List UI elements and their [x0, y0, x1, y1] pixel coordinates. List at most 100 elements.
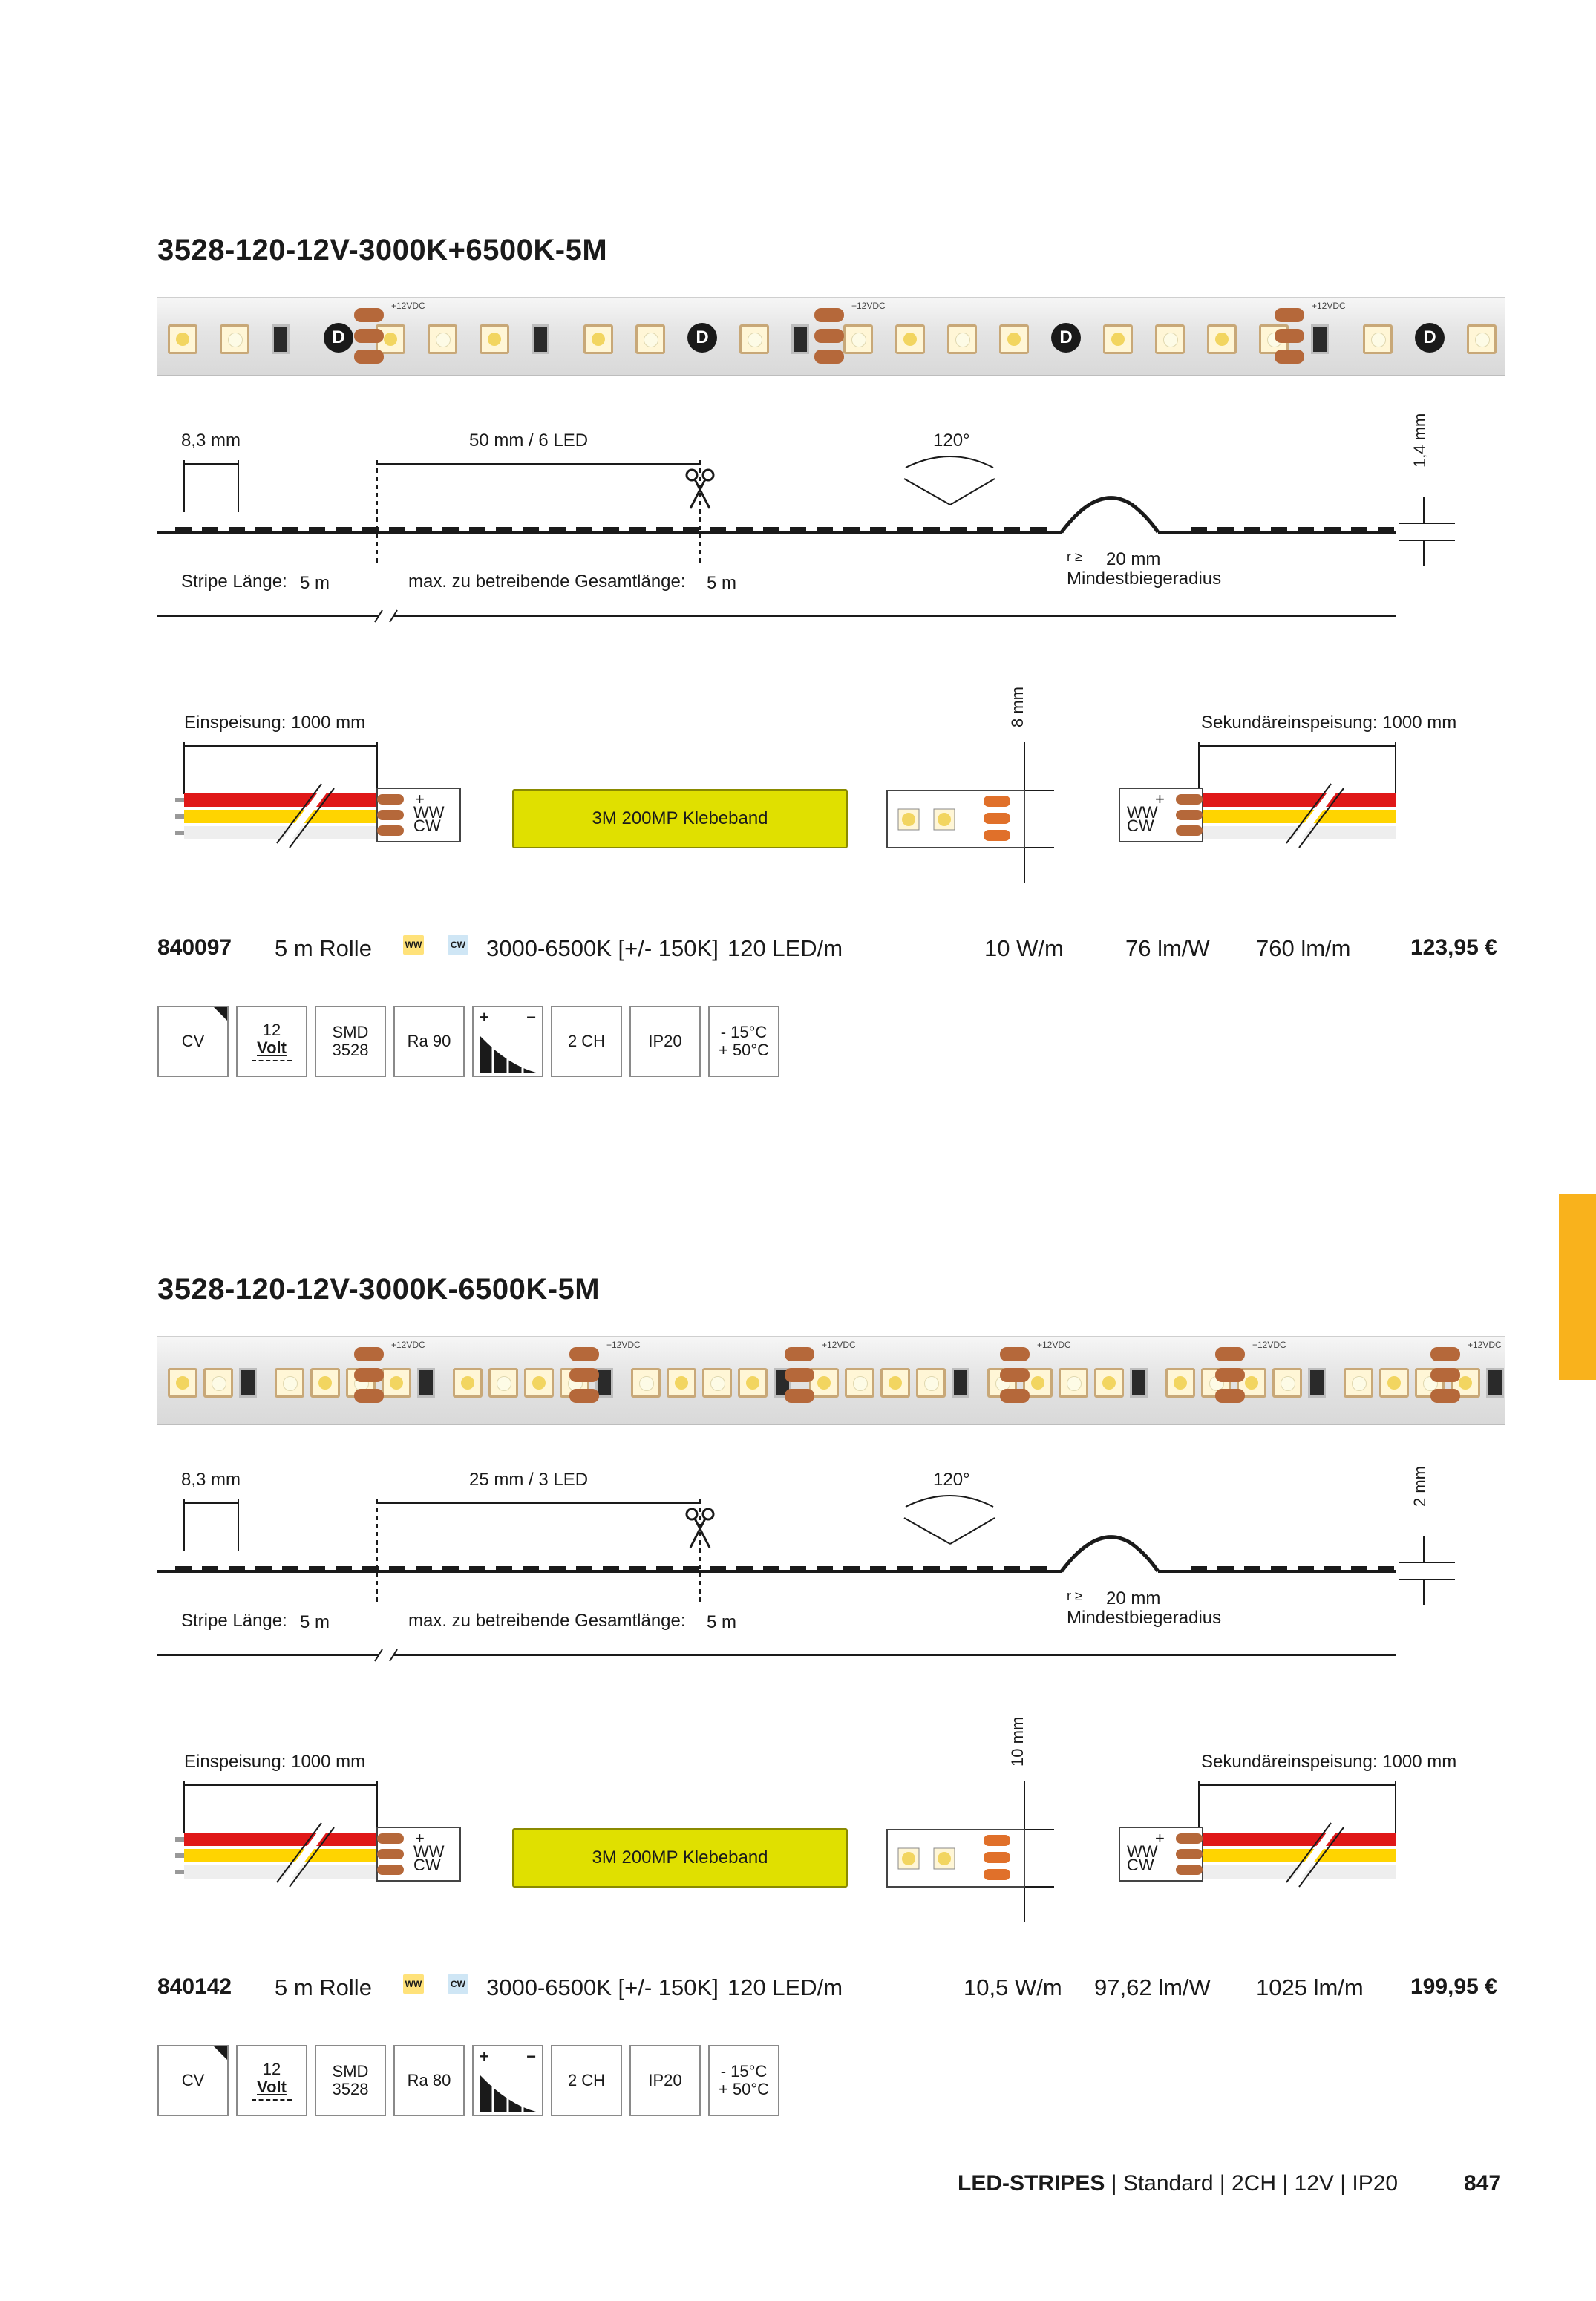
resistor-icon: [952, 1368, 969, 1398]
led-mark: [656, 527, 673, 534]
led-mark: [549, 527, 566, 534]
ww-chip: WW: [403, 935, 424, 955]
led-mark: [1244, 1566, 1260, 1573]
led-mark: [442, 527, 459, 534]
led-chip-icon: [453, 1368, 483, 1398]
led-mark: [1351, 527, 1367, 534]
led-mark: [1378, 1566, 1394, 1573]
led-mark: [576, 1566, 592, 1573]
temperature-icon: - 15°C + 50°C: [708, 2045, 779, 2116]
led-strip-photo: +12VDC +12VDC +12VDC: [157, 297, 1505, 376]
solder-pad: [354, 329, 384, 343]
secondary-feed-label: Sekundäreinspeisung: 1000 mm: [1201, 713, 1457, 733]
brand-logo-icon: [1051, 323, 1081, 353]
radius-label: Mindestbiegeradius: [1067, 569, 1222, 589]
solder-pad: [1000, 1368, 1030, 1382]
led-chip-icon: [738, 1368, 768, 1398]
cw-chip: CW: [448, 1974, 468, 1994]
led-mark: [710, 1566, 726, 1573]
led-chip-icon: [1059, 1368, 1088, 1398]
smd-icon: SMD 3528: [315, 1006, 386, 1077]
luminous-flux: 760 lm/m: [1256, 935, 1351, 961]
chapter-tab: [1559, 1194, 1596, 1380]
wire-ww-label: WW: [1127, 1842, 1158, 1861]
stripe-length-value: 5 m: [300, 1612, 330, 1632]
led-mark: [603, 1566, 619, 1573]
feed-label: Einspeisung: 1000 mm: [184, 1752, 366, 1772]
led-mark: [1351, 1566, 1367, 1573]
led-chip-icon: [382, 1368, 411, 1398]
max-length-label: max. zu betreibende Gesamtlänge:: [408, 572, 686, 592]
led-mark: [442, 1566, 459, 1573]
max-length-value: 5 m: [707, 573, 737, 593]
strip-voltage-print: +12VDC: [1312, 301, 1346, 311]
product-title: 3528-120-12V-3000K-6500K-5M: [157, 1273, 601, 1306]
led-mark: [309, 1566, 325, 1573]
color-temperature: 3000-6500K [+/- 150K]: [486, 935, 719, 961]
wire-plus-label: +: [1155, 790, 1165, 808]
resistor-icon: [417, 1368, 435, 1398]
wire-labels-left: + WW CW: [413, 1830, 445, 1873]
solder-pad: [1000, 1389, 1030, 1403]
led-mark: [977, 1566, 993, 1573]
solder-pad: [1430, 1368, 1460, 1382]
luminous-flux: 1025 lm/m: [1256, 1974, 1364, 2000]
solder-pad: [814, 329, 844, 343]
led-mark: [817, 527, 833, 534]
adhesive-tape: 3M 200MP Klebeband: [512, 1828, 848, 1888]
solder-pad: [814, 308, 844, 322]
led-mark: [897, 527, 913, 534]
led-chip-icon: [1363, 324, 1393, 354]
stripe-length-label: Stripe Länge:: [181, 1611, 287, 1631]
wire-labels-right: + WW CW: [1127, 790, 1165, 834]
wire-ww-label: WW: [413, 1842, 445, 1861]
led-mark: [336, 527, 352, 534]
product-section-2: 3528-120-12V-3000K-6500K-5M +12VDC +12VDC…: [0, 1262, 1596, 2301]
footer-specs: | Standard | 2CH | 12V | IP20: [1105, 2171, 1399, 2196]
led-mark: [255, 527, 272, 534]
solder-pad: [354, 1368, 384, 1382]
led-chip-icon: [631, 1368, 661, 1398]
efficacy: 97,62 lm/W: [1094, 1974, 1211, 2000]
strip-voltage-print: +12VDC: [1252, 1340, 1286, 1350]
led-mark: [336, 1566, 352, 1573]
strip-voltage-print: +12VDC: [1037, 1340, 1071, 1350]
ip-rating-icon: IP20: [629, 1006, 701, 1077]
ra-icon: Ra 90: [393, 1006, 465, 1077]
dimension-drawing: [157, 1495, 1455, 1662]
led-mark: [843, 1566, 860, 1573]
led-mark: [790, 1566, 806, 1573]
led-strip-photo: +12VDC +12VDC +12VDC +12VDC +12VDC +12VDC: [157, 1336, 1505, 1425]
channels-icon: 2 CH: [551, 1006, 622, 1077]
wire-plus-label: +: [415, 790, 425, 808]
led-chip-icon: [168, 1368, 197, 1398]
led-chip-icon: [220, 324, 249, 354]
led-mark: [923, 527, 940, 534]
led-chip-icon: [880, 1368, 910, 1398]
led-mark: [175, 1566, 192, 1573]
led-mark: [1217, 1566, 1234, 1573]
led-mark: [282, 527, 298, 534]
solder-pad: [1000, 1347, 1030, 1361]
cw-chip: CW: [448, 935, 468, 955]
led-chip-icon: [203, 1368, 233, 1398]
efficacy: 76 lm/W: [1125, 935, 1210, 961]
solder-pad: [569, 1347, 599, 1361]
led-mark: [843, 527, 860, 534]
led-mark: [1004, 527, 1020, 534]
package: 5 m Rolle: [275, 1974, 372, 2000]
resistor-icon: [791, 324, 809, 354]
strip-width-label: 8 mm: [1008, 687, 1027, 727]
article-number: 840097: [157, 935, 232, 960]
page-footer: LED-STRIPES | Standard | 2CH | 12V | IP2…: [958, 2171, 1507, 2208]
led-chip-icon: [947, 324, 977, 354]
radius-label: Mindestbiegeradius: [1067, 1608, 1222, 1628]
led-mark: [763, 527, 779, 534]
led-mark: [202, 527, 218, 534]
led-mark: [1191, 1566, 1207, 1573]
voltage-icon: 12 Volt: [236, 2045, 307, 2116]
footer-category: LED-STRIPES: [958, 2171, 1105, 2196]
max-length-value: 5 m: [707, 1612, 737, 1632]
dimmable-icon: + −: [472, 1006, 543, 1077]
price: 123,95 €: [1410, 935, 1497, 960]
